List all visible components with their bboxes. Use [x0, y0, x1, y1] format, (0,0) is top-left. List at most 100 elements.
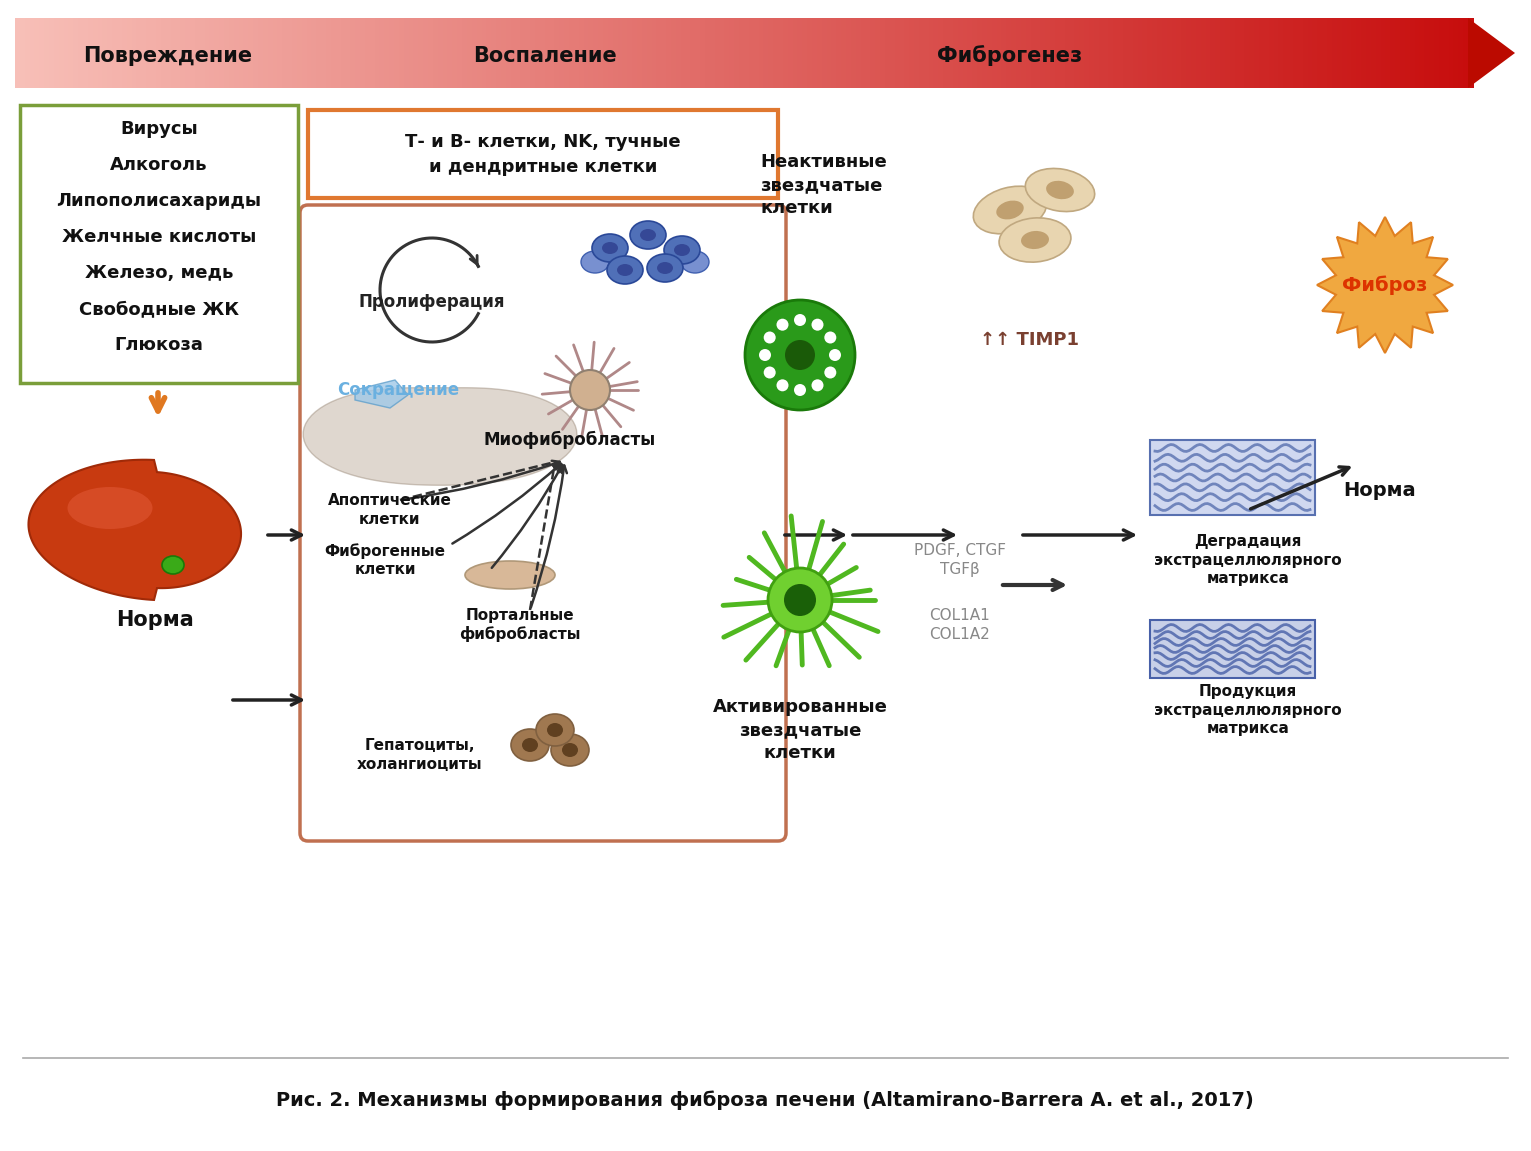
Text: Свободные ЖК: Свободные ЖК: [80, 300, 239, 318]
Polygon shape: [798, 18, 804, 87]
Polygon shape: [458, 18, 464, 87]
Polygon shape: [1265, 18, 1271, 87]
Polygon shape: [847, 18, 853, 87]
Polygon shape: [1046, 18, 1052, 87]
Polygon shape: [782, 18, 788, 87]
Polygon shape: [1288, 18, 1295, 87]
Circle shape: [746, 300, 854, 410]
Polygon shape: [773, 18, 779, 87]
Polygon shape: [156, 18, 162, 87]
Polygon shape: [112, 18, 118, 87]
Polygon shape: [1341, 18, 1347, 87]
Circle shape: [764, 366, 776, 379]
Polygon shape: [205, 18, 211, 87]
Polygon shape: [550, 18, 556, 87]
Ellipse shape: [640, 229, 655, 241]
Polygon shape: [20, 18, 26, 87]
Polygon shape: [297, 18, 303, 87]
Polygon shape: [923, 18, 929, 87]
Polygon shape: [1327, 18, 1334, 87]
Polygon shape: [404, 18, 410, 87]
Polygon shape: [729, 18, 736, 87]
Polygon shape: [64, 18, 70, 87]
Polygon shape: [335, 18, 341, 87]
Polygon shape: [899, 18, 906, 87]
Polygon shape: [1444, 18, 1450, 87]
Polygon shape: [1356, 18, 1363, 87]
Polygon shape: [364, 18, 371, 87]
Polygon shape: [1200, 18, 1206, 87]
Text: Фиброз: Фиброз: [1343, 275, 1428, 295]
Circle shape: [776, 319, 788, 330]
Polygon shape: [1138, 18, 1144, 87]
Polygon shape: [322, 18, 328, 87]
Polygon shape: [161, 18, 167, 87]
Polygon shape: [190, 18, 196, 87]
Text: Липополисахариды: Липополисахариды: [57, 192, 262, 209]
Ellipse shape: [592, 234, 628, 262]
Polygon shape: [176, 18, 182, 87]
Text: Миофибробласты: Миофибробласты: [484, 430, 657, 449]
Polygon shape: [1167, 18, 1173, 87]
Polygon shape: [263, 18, 269, 87]
Text: COL1A1
COL1A2: COL1A1 COL1A2: [929, 608, 991, 642]
Text: PDGF, CTGF
TGFβ: PDGF, CTGF TGFβ: [914, 543, 1006, 577]
Polygon shape: [764, 18, 770, 87]
Ellipse shape: [681, 251, 709, 273]
Circle shape: [769, 567, 831, 632]
Polygon shape: [1424, 18, 1430, 87]
Polygon shape: [1410, 18, 1416, 87]
Text: Вирусы: Вирусы: [119, 120, 197, 138]
FancyBboxPatch shape: [308, 110, 778, 198]
Polygon shape: [758, 18, 766, 87]
Polygon shape: [860, 18, 867, 87]
Polygon shape: [1041, 18, 1047, 87]
Circle shape: [764, 331, 776, 343]
Polygon shape: [44, 18, 51, 87]
Polygon shape: [1196, 18, 1202, 87]
Polygon shape: [603, 18, 609, 87]
Polygon shape: [1278, 18, 1285, 87]
Ellipse shape: [562, 744, 579, 757]
Polygon shape: [690, 18, 697, 87]
Polygon shape: [1323, 18, 1329, 87]
Polygon shape: [1448, 18, 1454, 87]
Polygon shape: [588, 18, 594, 87]
Text: Воспаление: Воспаление: [473, 46, 617, 66]
Polygon shape: [534, 18, 542, 87]
Polygon shape: [165, 18, 171, 87]
Polygon shape: [963, 18, 969, 87]
Ellipse shape: [674, 244, 690, 256]
Polygon shape: [389, 18, 395, 87]
Polygon shape: [1059, 18, 1066, 87]
Polygon shape: [943, 18, 949, 87]
Polygon shape: [127, 18, 133, 87]
Polygon shape: [1405, 18, 1412, 87]
Ellipse shape: [162, 556, 184, 574]
Polygon shape: [302, 18, 308, 87]
Polygon shape: [1118, 18, 1124, 87]
Text: Гепатоциты,
холангиоциты: Гепатоциты, холангиоциты: [357, 738, 482, 772]
Polygon shape: [40, 18, 46, 87]
Polygon shape: [1376, 18, 1382, 87]
Polygon shape: [355, 380, 407, 407]
Polygon shape: [574, 18, 580, 87]
Polygon shape: [1055, 18, 1061, 87]
Polygon shape: [438, 18, 444, 87]
Polygon shape: [720, 18, 726, 87]
Polygon shape: [1386, 18, 1392, 87]
Polygon shape: [769, 18, 775, 87]
Polygon shape: [1128, 18, 1134, 87]
Polygon shape: [49, 18, 55, 87]
Polygon shape: [836, 18, 842, 87]
Polygon shape: [972, 18, 978, 87]
Polygon shape: [1205, 18, 1213, 87]
Polygon shape: [1361, 18, 1367, 87]
Polygon shape: [1157, 18, 1164, 87]
Polygon shape: [234, 18, 240, 87]
Polygon shape: [423, 18, 430, 87]
Polygon shape: [929, 18, 935, 87]
Polygon shape: [467, 18, 473, 87]
Polygon shape: [87, 18, 95, 87]
Polygon shape: [199, 18, 207, 87]
